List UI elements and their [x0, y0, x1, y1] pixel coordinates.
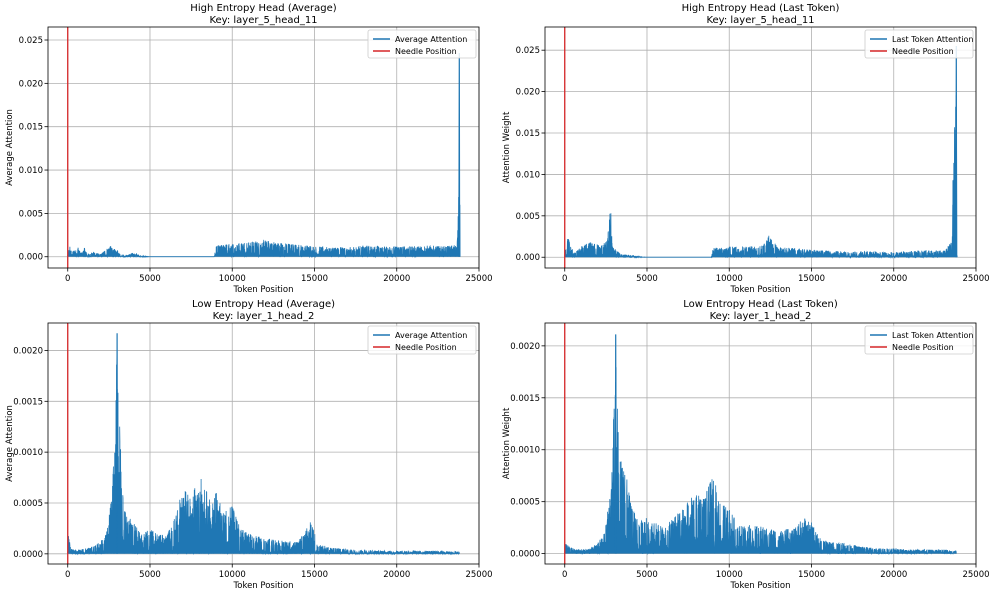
x-tick-label: 20000 [880, 274, 907, 284]
legend-label: Last Token Attention [892, 331, 973, 340]
series-peak [458, 52, 461, 257]
y-tick-label: 0.020 [19, 79, 43, 89]
legend-label: Average Attention [395, 331, 467, 340]
chart-title: High Entropy Head (Average) [190, 3, 336, 14]
x-tick-label: 5000 [139, 570, 161, 580]
axes-frame [47, 322, 480, 565]
chart-title: High Entropy Head (Last Token) [682, 3, 840, 14]
chart-title: Low Entropy Head (Average) [192, 299, 335, 310]
x-tick-label: 10000 [716, 570, 743, 580]
x-tick-label: 0 [65, 570, 70, 580]
y-tick-label: 0.000 [516, 253, 540, 263]
x-tick-label: 20000 [383, 274, 410, 284]
legend-label: Needle Position [892, 47, 954, 56]
y-tick-label: 0.0000 [510, 550, 540, 560]
y-tick-label: 0.0010 [510, 446, 540, 456]
legend-box [864, 325, 974, 355]
x-axis-label: Token Position [730, 581, 791, 591]
x-tick-label: 0 [65, 274, 70, 284]
y-tick-label: 0.0010 [13, 448, 43, 458]
y-axis-label: Attention Weight [502, 407, 512, 479]
y-tick-label: 0.020 [516, 88, 540, 98]
axes-frame [544, 26, 977, 269]
legend-label: Needle Position [395, 343, 457, 352]
x-tick-label: 15000 [798, 274, 825, 284]
x-tick-label: 15000 [301, 570, 328, 580]
x-tick-label: 20000 [880, 570, 907, 580]
x-tick-label: 15000 [301, 274, 328, 284]
y-tick-label: 0.010 [19, 166, 43, 176]
series-line [564, 367, 957, 556]
y-tick-label: 0.010 [516, 170, 540, 180]
y-tick-label: 0.025 [19, 36, 43, 46]
x-tick-label: 25000 [962, 570, 989, 580]
x-tick-label: 10000 [219, 274, 246, 284]
legend-box [367, 325, 477, 355]
x-tick-label: 5000 [139, 274, 161, 284]
x-tick-label: 25000 [962, 274, 989, 284]
chart-subtitle: Key: layer_1_head_2 [710, 311, 812, 322]
legend-label: Last Token Attention [892, 35, 973, 44]
y-tick-label: 0.0015 [13, 397, 43, 407]
series-line [564, 95, 958, 259]
series-peak [116, 333, 118, 554]
y-tick-label: 0.0020 [510, 342, 540, 352]
legend-box [367, 29, 477, 59]
axes-frame [544, 322, 977, 565]
x-tick-label: 25000 [465, 570, 492, 580]
chart-subtitle: Key: layer_5_head_11 [706, 15, 814, 26]
x-tick-label: 5000 [636, 274, 658, 284]
legend-label: Average Attention [395, 35, 467, 44]
series-peak [955, 45, 958, 258]
series-line [67, 355, 460, 556]
y-tick-label: 0.000 [19, 253, 43, 263]
legend: Average Attention Needle Position [367, 29, 477, 59]
x-tick-label: 0 [562, 274, 567, 284]
chart-subtitle: Key: layer_5_head_11 [209, 15, 317, 26]
y-axis-label: Average Attention [5, 109, 15, 186]
legend: Average Attention Needle Position [367, 325, 477, 355]
chart-panel-2: High Entropy Head (Last Token)Key: layer… [502, 3, 990, 295]
series-peak [614, 334, 617, 554]
legend: Last Token Attention Needle Position [864, 29, 974, 59]
x-tick-label: 25000 [465, 274, 492, 284]
series-line [67, 158, 461, 259]
x-tick-label: 20000 [383, 570, 410, 580]
chart-subtitle: Key: layer_1_head_2 [213, 311, 315, 322]
y-tick-label: 0.0015 [510, 394, 540, 404]
legend: Last Token Attention Needle Position [864, 325, 974, 355]
y-tick-label: 0.0005 [13, 499, 43, 509]
chart-panel-4: Low Entropy Head (Last Token)Key: layer_… [502, 299, 990, 591]
legend-box [864, 29, 974, 59]
chart-panel-1: High Entropy Head (Average)Key: layer_5_… [5, 3, 493, 295]
x-tick-label: 10000 [716, 274, 743, 284]
y-axis-label: Attention Weight [502, 111, 512, 183]
y-tick-label: 0.015 [516, 129, 540, 139]
x-axis-label: Token Position [233, 285, 294, 295]
y-tick-label: 0.005 [19, 209, 43, 219]
x-tick-label: 15000 [798, 570, 825, 580]
y-tick-label: 0.0000 [13, 550, 43, 560]
axes-frame [47, 26, 480, 269]
y-tick-label: 0.015 [19, 123, 43, 133]
legend-label: Needle Position [395, 47, 457, 56]
y-tick-label: 0.005 [516, 212, 540, 222]
x-tick-label: 10000 [219, 570, 246, 580]
legend-label: Needle Position [892, 343, 954, 352]
y-tick-label: 0.0005 [510, 498, 540, 508]
chart-title: Low Entropy Head (Last Token) [683, 299, 838, 310]
y-tick-label: 0.0020 [13, 346, 43, 356]
x-tick-label: 0 [562, 570, 567, 580]
x-axis-label: Token Position [730, 285, 791, 295]
x-axis-label: Token Position [233, 581, 294, 591]
y-axis-label: Average Attention [5, 405, 15, 482]
chart-panel-3: Low Entropy Head (Average)Key: layer_1_h… [5, 299, 493, 591]
x-tick-label: 5000 [636, 570, 658, 580]
y-tick-label: 0.025 [516, 46, 540, 56]
